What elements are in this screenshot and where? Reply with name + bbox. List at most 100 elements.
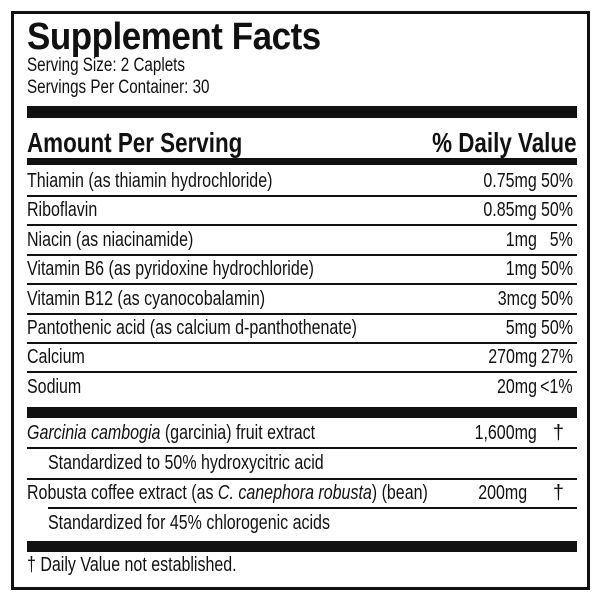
nutrient-amount-text: 1mg xyxy=(505,258,537,281)
panel-title: Supplement Facts xyxy=(27,16,346,59)
nutrient-row: Thiamin (as thiamin hydrochloride) 0.75mg… xyxy=(14,167,587,196)
nutrient-row: Riboflavin 0.85mg 50% xyxy=(14,196,587,225)
extract-name-part: ) (bean) xyxy=(371,482,428,504)
extract-note: Standardized for 45% chlorogenic acids xyxy=(48,512,400,535)
thick-divider xyxy=(27,541,577,552)
row-divider xyxy=(27,283,577,286)
row-divider xyxy=(27,253,577,256)
nutrient-name-text: Pantothenic acid (as calcium d-panthothe… xyxy=(27,317,357,339)
extract-name: Garcinia cambogia (garcinia) fruit extra… xyxy=(27,422,387,445)
nutrient-name-text: Riboflavin xyxy=(27,199,98,222)
serving-size-text: Serving Size: 2 Caplets xyxy=(27,55,185,76)
nutrient-daily-value: 50% xyxy=(533,288,573,311)
nutrient-name: Thiamin (as thiamin hydrochloride) xyxy=(27,170,334,193)
amount-header-text: Amount Per Serving xyxy=(27,127,243,158)
nutrient-name-text: Thiamin (as thiamin hydrochloride) xyxy=(27,170,273,192)
nutrient-amount-text: 5mg xyxy=(505,317,537,339)
dv-header-text: % Daily Value xyxy=(432,127,577,158)
thick-divider xyxy=(27,106,577,118)
nutrient-row: Pantothenic acid (as calcium d-panthothe… xyxy=(14,314,587,343)
extract-row: Robusta coffee extract (as C. canephora … xyxy=(14,479,587,508)
nutrient-amount-text: 20mg xyxy=(496,375,537,398)
row-divider xyxy=(27,478,577,480)
title-text: Supplement Facts xyxy=(27,16,321,58)
nutrient-dv-text: 50% xyxy=(540,199,573,222)
extract-daily-value: † xyxy=(552,422,564,444)
supplement-facts-panel: Supplement Facts Serving Size: 2 Caplets… xyxy=(11,11,590,590)
nutrient-name: Sodium xyxy=(27,376,95,399)
nutrient-dv-text: <1% xyxy=(540,375,573,398)
row-divider xyxy=(27,342,577,344)
nutrient-amount: 0.75mg xyxy=(470,170,537,193)
row-divider xyxy=(27,312,577,315)
nutrient-amount-text: 0.75mg xyxy=(483,170,537,192)
row-divider xyxy=(27,224,577,227)
footnote-text: † Daily Value not established. xyxy=(27,554,237,576)
extract-note-text: Standardized to 50% hydroxycitric acid xyxy=(48,452,324,474)
nutrient-name-text: Niacin (as niacinamide) xyxy=(27,228,194,251)
nutrient-amount: 0.85mg xyxy=(470,199,537,222)
nutrient-name: Niacin (as niacinamide) xyxy=(27,229,235,252)
nutrient-row: Calcium 270mg 27% xyxy=(14,343,587,372)
nutrient-name-text: Vitamin B12 (as cyanocobalamin) xyxy=(27,287,266,310)
nutrient-row: Vitamin B6 (as pyridoxine hydrochloride)… xyxy=(14,255,587,284)
extract-name-part: Robusta coffee extract (as xyxy=(27,482,218,504)
extract-name-text: Robusta coffee extract (as C. canephora … xyxy=(27,482,428,505)
nutrient-amount-text: 1mg xyxy=(505,228,537,251)
extract-note-row: Standardized to 50% hydroxycitric acid xyxy=(14,449,587,478)
extract-row: Garcinia cambogia (garcinia) fruit extra… xyxy=(14,419,587,448)
nutrient-amount: 3mcg xyxy=(488,288,537,311)
extract-name-part: (garcinia) fruit extract xyxy=(160,422,316,444)
extract-name: Robusta coffee extract (as C. canephora … xyxy=(27,482,528,505)
header-divider xyxy=(27,158,577,165)
nutrient-row: Vitamin B12 (as cyanocobalamin) 3mcg 50% xyxy=(14,285,587,314)
extract-note-text: Standardized for 45% chlorogenic acids xyxy=(48,512,330,534)
nutrient-name: Riboflavin xyxy=(27,199,115,222)
row-divider xyxy=(48,507,577,509)
extract-name-part: Garcinia cambogia xyxy=(27,422,161,444)
nutrient-name: Pantothenic acid (as calcium d-panthothe… xyxy=(27,317,439,340)
nutrient-amount-text: 3mcg xyxy=(497,287,537,310)
thick-divider xyxy=(27,407,577,418)
nutrient-amount: 270mg xyxy=(476,346,537,369)
nutrient-daily-value: 5% xyxy=(544,229,573,252)
footnote: † Daily Value not established. xyxy=(27,554,289,577)
nutrient-name: Vitamin B12 (as cyanocobalamin) xyxy=(27,288,325,311)
nutrient-daily-value: 50% xyxy=(533,199,573,222)
servings-per-container-text: Servings Per Container: 30 xyxy=(27,77,210,98)
extract-amount: 200mg xyxy=(466,482,527,505)
nutrient-amount: 1mg xyxy=(498,229,537,252)
nutrient-amount: 5mg xyxy=(498,317,537,340)
nutrient-daily-value: 50% xyxy=(533,258,573,281)
nutrient-amount: 1mg xyxy=(498,258,537,281)
extract-note-row: Standardized for 45% chlorogenic acids xyxy=(14,509,587,538)
nutrient-amount-text: 0.85mg xyxy=(483,199,537,222)
nutrient-daily-value: 27% xyxy=(533,346,573,369)
nutrient-amount: 20mg xyxy=(487,376,537,399)
nutrient-name-text: Sodium xyxy=(27,375,82,398)
nutrient-daily-value: 50% xyxy=(533,317,573,340)
extract-amount: 1,600mg xyxy=(459,422,537,445)
extract-daily-value: † xyxy=(552,482,564,504)
nutrient-name-text: Calcium xyxy=(27,346,85,369)
nutrient-daily-value: <1% xyxy=(532,376,573,399)
row-divider xyxy=(27,195,577,197)
row-divider xyxy=(27,371,577,374)
nutrient-row: Niacin (as niacinamide) 1mg 5% xyxy=(14,226,587,255)
nutrient-dv-text: 50% xyxy=(540,287,573,310)
nutrient-dv-text: 50% xyxy=(540,170,573,192)
nutrient-dv-text: 5% xyxy=(549,228,573,251)
daily-value-header: % Daily Value xyxy=(396,127,577,159)
row-divider xyxy=(27,447,577,449)
nutrient-daily-value: 50% xyxy=(533,170,573,193)
nutrient-dv-text: 50% xyxy=(540,317,573,339)
nutrient-row: Sodium 20mg <1% xyxy=(14,373,587,402)
serving-size: Serving Size: 2 Caplets xyxy=(27,55,225,77)
nutrient-name: Vitamin B6 (as pyridoxine hydrochloride) xyxy=(27,258,386,281)
extract-note: Standardized to 50% hydroxycitric acid xyxy=(48,452,393,475)
extract-amount-text: 1,600mg xyxy=(474,422,537,444)
extract-name-text: Garcinia cambogia (garcinia) fruit extra… xyxy=(27,422,315,445)
servings-per-container: Servings Per Container: 30 xyxy=(27,77,255,99)
extract-name-part: C. canephora robusta xyxy=(217,482,372,504)
extract-amount-text: 200mg xyxy=(478,482,527,504)
